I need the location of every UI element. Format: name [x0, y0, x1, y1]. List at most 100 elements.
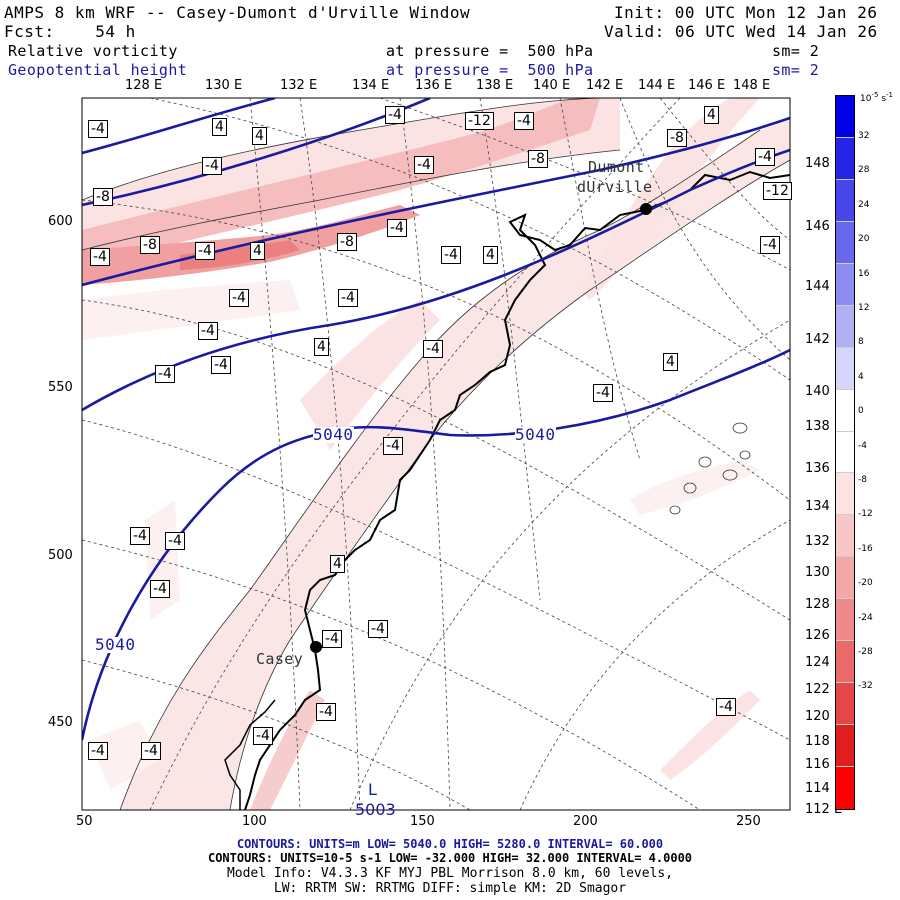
- vorticity-label: -4: [755, 148, 775, 166]
- colorbar-tick: 24: [858, 199, 870, 210]
- footer-line2: CONTOURS: UNITS=10-5 s-1 LOW= -32.000 HI…: [207, 851, 693, 865]
- vorticity-label: 4: [212, 118, 227, 136]
- casey-marker: [310, 641, 322, 653]
- vorticity-label: -4: [229, 289, 249, 307]
- geopotential-label: 5040: [95, 635, 136, 654]
- field2-smooth: sm= 2: [772, 61, 820, 79]
- coastline-inner: [224, 699, 276, 810]
- colorbar-segment: [836, 767, 854, 809]
- longitude-label-top: 144 E: [638, 78, 676, 93]
- colorbar-tick: -24: [858, 612, 873, 623]
- field1-name: Relative vorticity: [8, 42, 178, 60]
- coastline: [244, 170, 790, 810]
- vorticity-label: -4: [195, 242, 215, 260]
- vorticity-label: 4: [483, 246, 498, 264]
- colorbar-segment: [836, 179, 854, 222]
- vorticity-label: -4: [414, 156, 434, 174]
- y-axis-tick: 450: [48, 715, 73, 730]
- x-axis-tick: 50: [76, 814, 93, 829]
- colorbar-tick: -16: [858, 543, 873, 554]
- colorbar-segment: [836, 557, 854, 600]
- vorticity-label: -4: [155, 365, 175, 383]
- longitude-label-top: 132 E: [280, 78, 318, 93]
- vorticity-label: -4: [387, 219, 407, 237]
- vorticity-label: 4: [330, 555, 345, 573]
- vorticity-label: -4: [130, 527, 150, 545]
- colorbar-segment: [836, 473, 854, 516]
- colorbar-unit: 10-5 s-1: [860, 91, 893, 104]
- geopotential-label: 5040: [515, 425, 556, 444]
- vorticity-label: -4: [316, 703, 336, 721]
- footer-line4: LW: RRTM SW: RRTMG DIFF: simple KM: 2D S…: [273, 881, 627, 896]
- vorticity-label: -8: [667, 129, 687, 147]
- vorticity-label: 4: [314, 338, 329, 356]
- vorticity-label: -4: [198, 322, 218, 340]
- vorticity-label: 4: [252, 127, 267, 145]
- geopotential-label: 5040: [313, 425, 354, 444]
- y-axis-tick: 600: [48, 214, 73, 229]
- colorbar-tick: -20: [858, 578, 873, 589]
- vorticity-label: -4: [383, 437, 403, 455]
- longitude-label-top: 140 E: [533, 78, 571, 93]
- longitude-label-top: 136 E: [415, 78, 453, 93]
- init-time: Init: 00 UTC Mon 12 Jan 26: [614, 3, 878, 22]
- vorticity-label: 4: [250, 242, 265, 260]
- colorbar-tick: -12: [858, 509, 873, 520]
- longitude-label-top: 148 E: [733, 78, 771, 93]
- vorticity-label: -12: [763, 182, 792, 200]
- colorbar-tick: 12: [858, 303, 870, 313]
- vorticity-label: -4: [253, 727, 273, 745]
- y-axis-tick: 550: [48, 380, 73, 395]
- x-axis-tick: 200: [573, 814, 598, 829]
- vorticity-label: -4: [322, 630, 342, 648]
- vorticity-label: -4: [385, 106, 405, 124]
- colorbar-tick: 4: [858, 371, 864, 382]
- vorticity-label: -4: [211, 356, 231, 374]
- longitude-label-top: 128 E: [125, 78, 163, 93]
- field2-level: at pressure = 500 hPa: [386, 61, 594, 79]
- footer-line1: CONTOURS: UNITS=m LOW= 5040.0 HIGH= 5280…: [236, 837, 664, 851]
- x-axis-tick: 100: [242, 814, 267, 829]
- colorbar-segment: [836, 431, 854, 474]
- y-axis-tick: 500: [48, 548, 73, 563]
- colorbar-tick: 20: [858, 234, 870, 245]
- dumont-label-line1: Dumont: [588, 158, 645, 176]
- vorticity-label: 4: [704, 106, 719, 124]
- low-value-partial: 5003: [355, 800, 396, 819]
- longitude-label-top: 134 E: [352, 78, 390, 93]
- vorticity-label: -4: [202, 157, 222, 175]
- vorticity-label: -4: [90, 248, 110, 266]
- colorbar-segment: [836, 221, 854, 264]
- colorbar-segment: [836, 96, 854, 138]
- vorticity-shading: [82, 98, 790, 810]
- colorbar-tick: 28: [858, 165, 870, 176]
- vorticity-label: -4: [165, 532, 185, 550]
- vorticity-label: -4: [338, 289, 358, 307]
- colorbar-tick: -4: [858, 440, 867, 451]
- colorbar-segment: [836, 599, 854, 642]
- colorbar-tick: -28: [858, 647, 873, 657]
- colorbar-segment: [836, 515, 854, 558]
- vorticity-label: -4: [423, 340, 443, 358]
- vorticity-label: -4: [141, 742, 161, 760]
- vorticity-label: -8: [528, 150, 548, 168]
- colorbar-segment: [836, 263, 854, 306]
- vorticity-label: -8: [93, 188, 113, 206]
- longitude-label-top: 138 E: [476, 78, 514, 93]
- dumont-durville-marker: [640, 203, 652, 215]
- casey-label: Casey: [256, 650, 304, 668]
- x-axis-tick: 250: [736, 814, 761, 829]
- vorticity-label: -4: [368, 620, 388, 638]
- colorbar-segment: [836, 683, 854, 726]
- vorticity-label: -4: [760, 236, 780, 254]
- vorticity-label: -4: [88, 120, 108, 138]
- longitude-label-top: 146 E: [688, 78, 726, 93]
- colorbar-tick: 8: [858, 337, 864, 348]
- colorbar-tick: 0: [858, 406, 864, 417]
- plot-frame: [81, 97, 791, 811]
- field2-name: Geopotential height: [8, 61, 188, 79]
- colorbar-segment: [836, 725, 854, 767]
- vorticity-label: -4: [88, 742, 108, 760]
- footer-line3: Model Info: V4.3.3 KF MYJ PBL Morrison 8…: [226, 866, 674, 881]
